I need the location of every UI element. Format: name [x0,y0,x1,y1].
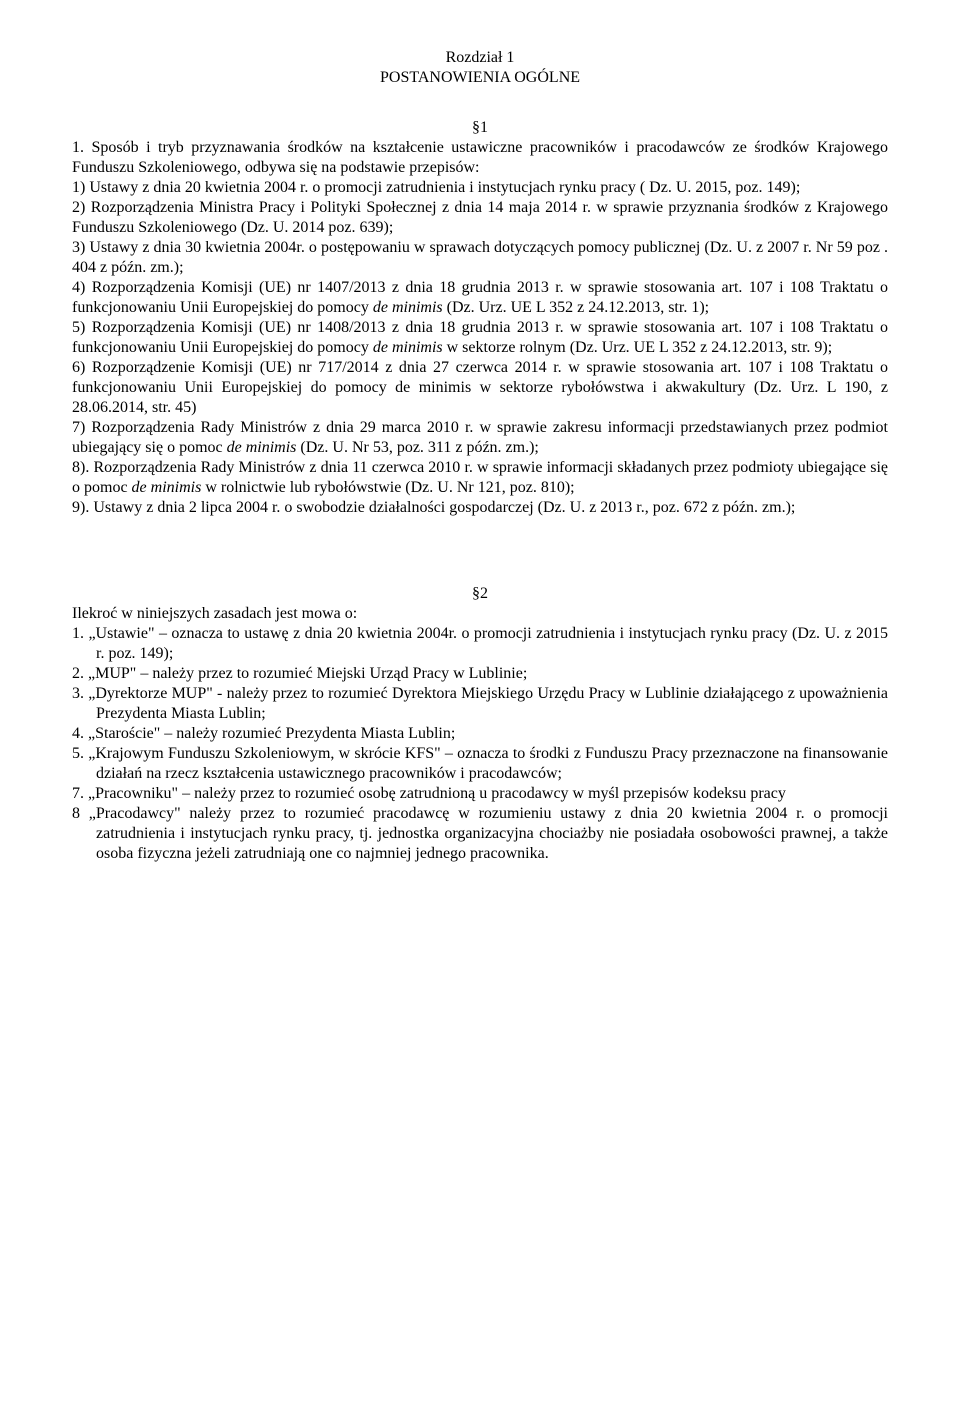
section-1-number: §1 [72,118,888,138]
s2-i5: 5. „Krajowym Funduszu Szkoleniowym, w sk… [72,744,888,784]
s2-i7: 7. „Pracowniku" – należy przez to rozumi… [72,784,888,804]
s2-i3: 3. „Dyrektorze MUP" - należy przez to ro… [72,684,888,724]
chapter-title: POSTANOWIENIA OGÓLNE [72,68,888,88]
s1-p8: 8). Rozporządzenia Rady Ministrów z dnia… [72,458,888,498]
section-2-number: §2 [72,584,888,604]
s1-p6: 6) Rozporządzenie Komisji (UE) nr 717/20… [72,358,888,418]
s1-p4: 4) Rozporządzenia Komisji (UE) nr 1407/2… [72,278,888,318]
s1-p7: 7) Rozporządzenia Rady Ministrów z dnia … [72,418,888,458]
s1-intro: 1. Sposób i tryb przyznawania środków na… [72,138,888,178]
chapter-label: Rozdział 1 [72,48,888,68]
s1-p5: 5) Rozporządzenia Komisji (UE) nr 1408/2… [72,318,888,358]
s1-p2: 2) Rozporządzenia Ministra Pracy i Polit… [72,198,888,238]
s2-intro: Ilekroć w niniejszych zasadach jest mowa… [72,604,888,624]
s2-i1: 1. „Ustawie" – oznacza to ustawę z dnia … [72,624,888,664]
s1-p9: 9). Ustawy z dnia 2 lipca 2004 r. o swob… [72,498,888,518]
s2-i4: 4. „Staroście" – należy rozumieć Prezyde… [72,724,888,744]
s1-p1: 1) Ustawy z dnia 20 kwietnia 2004 r. o p… [72,178,888,198]
s2-i8: 8 „Pracodawcy" należy przez to rozumieć … [72,804,888,864]
s2-i2: 2. „MUP" – należy przez to rozumieć Miej… [72,664,888,684]
s1-p3: 3) Ustawy z dnia 30 kwietnia 2004r. o po… [72,238,888,278]
